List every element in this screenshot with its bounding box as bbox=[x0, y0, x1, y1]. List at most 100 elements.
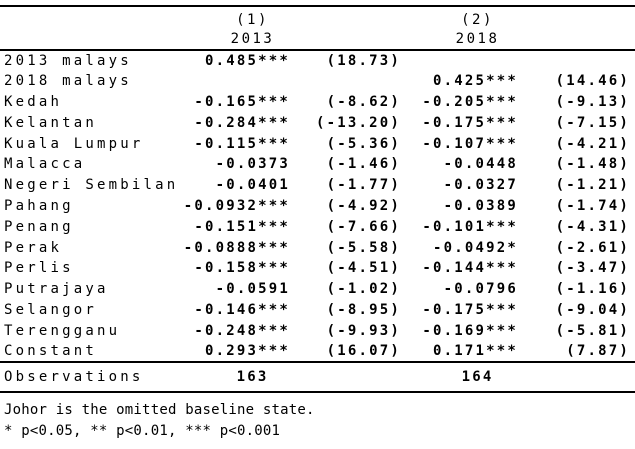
model-2-year: 2018 bbox=[455, 30, 500, 47]
t-statistic-model-2: (-2.61) bbox=[555, 239, 631, 256]
t-statistic-model-1: (-13.20) bbox=[315, 114, 402, 131]
coefficient-model-2: -0.175*** bbox=[422, 114, 519, 131]
coefficient-model-1: 0.293*** bbox=[204, 343, 290, 360]
row-label: Perak bbox=[4, 239, 63, 256]
coefficient-model-1: -0.165*** bbox=[194, 93, 290, 110]
t-statistic-model-2: (-1.74) bbox=[555, 197, 631, 214]
row-label: 2018 malays bbox=[4, 73, 132, 90]
coefficient-model-1: -0.284*** bbox=[194, 114, 290, 131]
t-statistic-model-2: (-1.21) bbox=[555, 177, 631, 194]
row-label: Perlis bbox=[4, 260, 74, 277]
t-statistic-model-1: (-4.92) bbox=[326, 197, 402, 214]
t-statistic-model-1 bbox=[290, 71, 401, 92]
t-statistic-model-2: (-1.16) bbox=[555, 281, 631, 298]
coefficient-model-1: -0.0401 bbox=[215, 177, 290, 194]
table-row: Penang -0.151*** (-7.66) -0.101*** (-4.3… bbox=[0, 216, 635, 237]
t-statistic-model-1: (-7.66) bbox=[326, 218, 402, 235]
t-statistic-model-2: (14.46) bbox=[555, 73, 631, 90]
coefficient-model-2: -0.107*** bbox=[422, 135, 519, 152]
table-row: 2018 malays 0.425*** (14.46) bbox=[0, 71, 635, 92]
coefficient-model-1: -0.158*** bbox=[194, 260, 290, 277]
t-statistic-model-2: (-4.31) bbox=[555, 218, 631, 235]
row-label: Putrajaya bbox=[4, 281, 109, 298]
coefficient-model-1: -0.0932*** bbox=[183, 197, 290, 214]
t-statistic-model-2: (-7.15) bbox=[555, 114, 631, 131]
coefficient-model-2: -0.0492* bbox=[432, 239, 519, 256]
row-label: Kuala Lumpur bbox=[4, 135, 144, 152]
significance-note: * p<0.05, ** p<0.01, *** p<0.001 bbox=[4, 422, 281, 439]
t-statistic-model-2: (-1.48) bbox=[555, 156, 631, 173]
t-statistic-model-2: (7.87) bbox=[566, 343, 631, 360]
model-year-row: 2013 2018 bbox=[0, 28, 635, 50]
table-row: Pahang -0.0932*** (-4.92) -0.0389 (-1.74… bbox=[0, 196, 635, 217]
t-statistic-model-1: (-1.02) bbox=[326, 281, 402, 298]
coefficient-model-2: -0.0389 bbox=[443, 197, 519, 214]
table-row: Malacca -0.0373 (-1.46) -0.0448 (-1.48) bbox=[0, 154, 635, 175]
table-row: Kuala Lumpur -0.115*** (-5.36) -0.107***… bbox=[0, 133, 635, 154]
coefficient-model-2: -0.144*** bbox=[422, 260, 519, 277]
table-row: Perlis -0.158*** (-4.51) -0.144*** (-3.4… bbox=[0, 258, 635, 279]
model-number-row: (1) (2) bbox=[0, 6, 635, 28]
t-statistic-model-2: (-4.21) bbox=[555, 135, 631, 152]
observations-count-1: 163 bbox=[236, 368, 269, 385]
coef-rows: 2013 malays 0.485*** (18.73) 2018 malays… bbox=[0, 50, 635, 362]
observations-model-2-cell: 164 bbox=[401, 362, 635, 392]
observations-section: Observations 163 164 bbox=[0, 361, 635, 392]
model-2-year-cell: 2018 bbox=[401, 28, 635, 50]
row-label: Pahang bbox=[4, 197, 74, 214]
coefficient-model-2: -0.205*** bbox=[422, 93, 519, 110]
table-row: Perak -0.0888*** (-5.58) -0.0492* (-2.61… bbox=[0, 237, 635, 258]
coefficient-model-1: -0.0591 bbox=[215, 281, 290, 298]
row-label: Selangor bbox=[4, 301, 98, 318]
table-row: Putrajaya -0.0591 (-1.02) -0.0796 (-1.16… bbox=[0, 279, 635, 300]
coefficient-model-1 bbox=[180, 71, 290, 92]
table-row: Selangor -0.146*** (-8.95) -0.175*** (-9… bbox=[0, 300, 635, 321]
coefficient-model-1: -0.115*** bbox=[194, 135, 290, 152]
model-1-year-cell: 2013 bbox=[180, 28, 401, 50]
baseline-note: Johor is the omitted baseline state. bbox=[4, 401, 315, 418]
t-statistic-model-2: (-9.13) bbox=[555, 93, 631, 110]
t-statistic-model-1: (-9.93) bbox=[326, 322, 402, 339]
t-statistic-model-1: (16.07) bbox=[326, 343, 402, 360]
coefficient-model-1: -0.0373 bbox=[215, 156, 290, 173]
row-label: Negeri Sembilan bbox=[4, 177, 179, 194]
model-2-header-cell: (2) bbox=[401, 6, 635, 28]
table-row: 2013 malays 0.485*** (18.73) bbox=[0, 50, 635, 71]
table-row: Terengganu -0.248*** (-9.93) -0.169*** (… bbox=[0, 320, 635, 341]
coefficient-model-2 bbox=[401, 50, 518, 71]
row-label: Malacca bbox=[4, 156, 86, 173]
coefficient-model-1: -0.146*** bbox=[194, 301, 290, 318]
coefficient-model-1: -0.0888*** bbox=[183, 239, 290, 256]
row-label: Terengganu bbox=[4, 322, 121, 339]
observations-model-1-cell: 163 bbox=[180, 362, 401, 392]
row-label: Kedah bbox=[4, 93, 63, 110]
coefficient-model-1: -0.248*** bbox=[194, 322, 290, 339]
t-statistic-model-2: (-5.81) bbox=[555, 322, 631, 339]
coefficient-model-1: 0.485*** bbox=[204, 52, 290, 69]
coefficient-model-2: -0.175*** bbox=[422, 301, 519, 318]
table-row: Negeri Sembilan -0.0401 (-1.77) -0.0327 … bbox=[0, 175, 635, 196]
t-statistic-model-1: (-5.36) bbox=[326, 135, 402, 152]
coefficient-model-2: -0.0796 bbox=[443, 281, 519, 298]
table-row: Constant 0.293*** (16.07) 0.171*** (7.87… bbox=[0, 341, 635, 362]
t-statistic-model-2 bbox=[518, 50, 635, 71]
model-1-year: 2013 bbox=[230, 30, 275, 47]
t-statistic-model-1: (-8.95) bbox=[326, 301, 402, 318]
t-statistic-model-2: (-9.04) bbox=[555, 301, 631, 318]
coefficient-model-2: 0.425*** bbox=[432, 73, 519, 90]
t-statistic-model-1: (-5.58) bbox=[326, 239, 402, 256]
coefficient-model-2: -0.169*** bbox=[422, 322, 519, 339]
row-label: Penang bbox=[4, 218, 74, 235]
table-row: Kelantan -0.284*** (-13.20) -0.175*** (-… bbox=[0, 112, 635, 133]
t-statistic-model-1: (-8.62) bbox=[326, 93, 402, 110]
coefficient-model-2: -0.101*** bbox=[422, 218, 519, 235]
t-statistic-model-1: (18.73) bbox=[326, 52, 402, 69]
regression-results-table: (1) (2) 2013 2018 2013 malays 0.485*** (… bbox=[0, 5, 635, 393]
model-1-number: (1) bbox=[236, 12, 269, 28]
model-1-header-cell: (1) bbox=[180, 6, 401, 28]
t-statistic-model-1: (-4.51) bbox=[326, 260, 402, 277]
observations-row: Observations 163 164 bbox=[0, 362, 635, 392]
observations-label: Observations bbox=[4, 368, 144, 385]
t-statistic-model-1: (-1.46) bbox=[326, 156, 402, 173]
